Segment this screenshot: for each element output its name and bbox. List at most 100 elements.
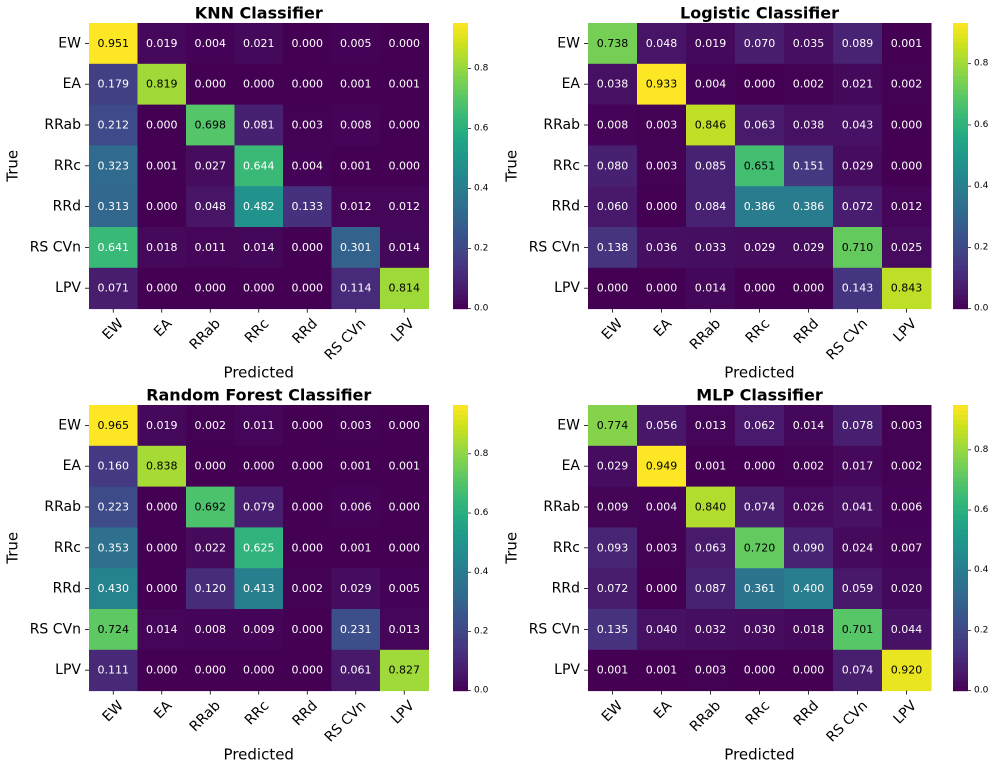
heatmap-cell <box>234 63 284 106</box>
colorbar-segment <box>453 528 468 535</box>
colorbar-segment <box>953 132 968 138</box>
cell-value-label: 0.000 <box>292 282 324 295</box>
heatmap-cell <box>137 405 187 447</box>
heatmap-cell <box>89 63 138 106</box>
colorbar-segment <box>453 471 468 477</box>
heatmap-cell <box>833 63 883 106</box>
y-axis-label: True <box>503 532 521 565</box>
colorbar-segment <box>953 303 968 310</box>
cell-value-label: 0.000 <box>146 582 178 595</box>
heatmap-cell <box>588 227 638 269</box>
heatmap-cell <box>784 527 834 569</box>
cell-value-label: 0.000 <box>646 582 678 595</box>
heatmap-cell <box>833 649 883 692</box>
heatmap-cell <box>89 186 138 228</box>
cell-value-label: 0.003 <box>891 419 923 432</box>
colorbar-segment <box>953 457 968 463</box>
colorbar-segment <box>953 89 968 95</box>
heatmap-cell <box>283 445 332 488</box>
colorbar-segment <box>453 237 468 243</box>
x-tick-label: RS CVn <box>322 316 370 364</box>
y-tick-label: RS CVn <box>529 239 580 255</box>
heatmap-cell <box>637 527 687 569</box>
heatmap-cell <box>137 227 187 269</box>
heatmap-cell <box>637 104 687 146</box>
heatmap-panel-0: KNN Classifier 0.951 0.019 0.004 0.021 0.000 0… <box>4 4 489 382</box>
heatmap-cell <box>784 63 834 106</box>
colorbar-segment <box>453 433 468 439</box>
heatmap-panel-1: Logistic Classifier 0.738 0.048 0.019 0.070 0… <box>503 4 989 382</box>
heatmap-cell <box>882 649 932 692</box>
heatmap-cell <box>637 63 687 106</box>
y-axis-label: True <box>4 532 22 565</box>
colorbar-segment <box>953 113 968 119</box>
y-tick-label: EA <box>562 458 581 474</box>
colorbar-segment <box>953 409 968 416</box>
cell-value-label: 0.004 <box>292 159 324 172</box>
cell-value-label: 0.041 <box>842 501 874 514</box>
heatmap-cell <box>283 649 332 692</box>
heatmap-cell <box>588 486 638 528</box>
colorbar-segment <box>953 504 968 511</box>
heatmap-cell <box>735 405 785 447</box>
colorbar-segment <box>953 604 968 611</box>
colorbar-segment <box>453 175 468 181</box>
colorbar-segment <box>453 180 468 186</box>
colorbar-segment <box>453 538 468 544</box>
heatmap-cell <box>588 186 638 228</box>
cell-value-label: 0.301 <box>340 241 372 254</box>
cell-value-label: 0.223 <box>98 501 130 514</box>
cell-value-label: 0.710 <box>842 241 874 254</box>
cell-value-label: 0.160 <box>98 460 130 473</box>
colorbar-segment <box>453 184 468 191</box>
heatmap-cell <box>833 609 883 651</box>
cell-value-label: 0.048 <box>195 200 227 213</box>
heatmap-cell <box>588 104 638 146</box>
heatmap-cell <box>882 104 932 146</box>
colorbar-segment <box>953 471 968 477</box>
colorbar-segment <box>953 251 968 257</box>
colorbar-segment <box>953 65 968 72</box>
colorbar-segment <box>953 218 968 224</box>
colorbar-tick-label: 0.8 <box>974 445 989 455</box>
colorbar-segment <box>453 127 468 134</box>
cell-value-label: 0.400 <box>793 582 825 595</box>
colorbar-segment <box>453 462 468 468</box>
cell-value-label: 0.004 <box>195 37 227 50</box>
heatmap-panel-3: MLP Classifier 0.774 0.056 0.013 0.062 0.014 0… <box>503 386 989 764</box>
heatmap-cell <box>234 609 284 651</box>
heatmap-cell <box>588 527 638 569</box>
cell-value-label: 0.084 <box>695 200 727 213</box>
colorbar-segment <box>453 424 468 430</box>
colorbar-segment <box>953 419 968 425</box>
colorbar-segment <box>453 614 468 620</box>
x-tick-label: RRd <box>791 698 822 729</box>
colorbar-segment <box>953 666 968 673</box>
colorbar-segment <box>453 647 468 654</box>
cell-value-label: 0.014 <box>146 623 178 636</box>
colorbar-tick-label: 0.0 <box>474 304 489 314</box>
cell-value-label: 0.000 <box>195 282 227 295</box>
colorbar-segment <box>953 671 968 677</box>
cell-value-label: 0.008 <box>340 119 372 132</box>
cell-value-label: 0.019 <box>146 37 178 50</box>
colorbar-tick-label: 0.0 <box>974 686 989 696</box>
colorbar-segment <box>953 27 968 34</box>
heatmap-cell <box>833 486 883 528</box>
colorbar-segment <box>453 476 468 482</box>
colorbar-segment <box>953 194 968 200</box>
heatmap-cell <box>283 609 332 651</box>
heatmap-cell <box>588 649 638 692</box>
heatmap-cell <box>234 568 284 610</box>
cell-value-label: 0.000 <box>744 78 776 91</box>
cell-value-label: 0.090 <box>793 541 825 554</box>
cell-value-label: 0.018 <box>793 623 825 636</box>
heatmap-cell <box>89 568 138 610</box>
colorbar: 0.0 0.2 0.4 0.6 0.8 <box>453 23 489 314</box>
heatmap-cell <box>234 649 284 692</box>
colorbar-segment <box>953 562 968 568</box>
cell-value-label: 0.000 <box>793 664 825 677</box>
heatmap-cell <box>186 63 235 106</box>
x-tick-label: RRab <box>687 316 724 353</box>
